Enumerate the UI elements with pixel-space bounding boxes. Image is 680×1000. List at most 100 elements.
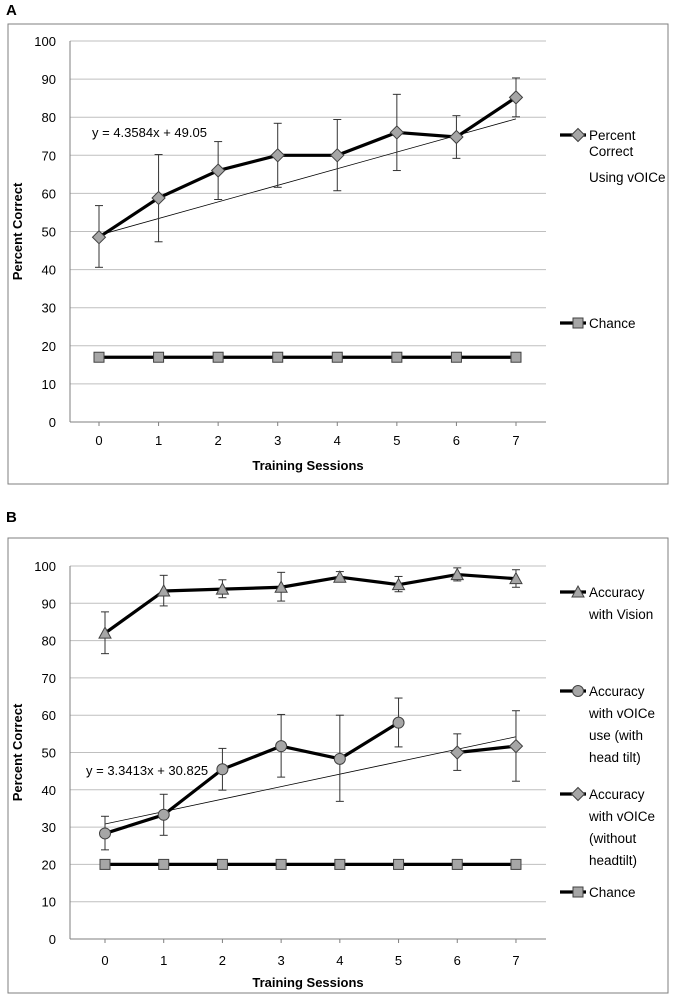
x-tick-label: 5 (393, 433, 400, 448)
legend-label: Chance (589, 316, 636, 331)
legend-label: Correct (589, 144, 634, 159)
data-point-square (272, 351, 284, 363)
legend-marker (572, 886, 584, 898)
panel-label-a: A (6, 2, 17, 19)
x-axis-title: Training Sessions (252, 975, 363, 990)
legend-entry: Accuracy with vOICe use (with head tilt) (560, 684, 655, 765)
series-line (104, 572, 517, 635)
legend-marker (572, 685, 584, 697)
legend-marker (572, 317, 584, 329)
trendline (104, 736, 517, 825)
data-point-square (93, 351, 105, 363)
data-point-triangle (156, 583, 171, 597)
legend-marker (571, 584, 585, 598)
data-point-circle (216, 763, 229, 776)
x-tick-label: 6 (454, 953, 461, 968)
y-tick-label: 80 (42, 634, 56, 649)
series-chance (93, 351, 522, 363)
data-point-diamond (508, 90, 524, 105)
data-point-square (212, 351, 224, 363)
legend-marker (570, 127, 586, 143)
legend-entry: Accuracy with vOICe (without headtilt) (560, 786, 655, 868)
y-tick-label: 90 (42, 72, 56, 87)
series-accuracy-with-vision (98, 567, 523, 655)
legend-entry: Accuracy with Vision (560, 584, 653, 622)
data-point-square (391, 351, 403, 363)
series-line (457, 744, 517, 755)
legend-label: with Vision (588, 607, 653, 622)
data-point-square (510, 351, 522, 363)
series-chance (99, 858, 522, 870)
legend-label: Accuracy (589, 787, 645, 802)
data-point-circle (392, 716, 405, 729)
x-tick-label: 0 (95, 433, 102, 448)
data-point-triangle (98, 626, 112, 639)
trendline-equation: y = 3.3413x + 30.825 (86, 763, 208, 778)
legend-label: headtilt) (589, 853, 637, 868)
legend-marker (570, 786, 586, 802)
panel-b-chart: 0 10 20 30 40 50 60 70 80 90 100 0 1 2 3 4 5 6 7 Training S… (7, 537, 669, 994)
x-tick-label: 3 (274, 433, 281, 448)
x-tick-label: 2 (215, 433, 222, 448)
y-tick-label: 100 (34, 34, 56, 49)
data-point-square (275, 858, 287, 870)
y-tick-label: 60 (42, 708, 56, 723)
data-point-circle (333, 752, 346, 765)
x-tick-label: 3 (278, 953, 285, 968)
data-point-triangle (450, 567, 465, 581)
data-point-square (451, 858, 463, 870)
x-tick-label: 0 (101, 953, 108, 968)
data-point-square (99, 858, 111, 870)
x-tick-label: 1 (160, 953, 167, 968)
x-tick-label: 5 (395, 953, 402, 968)
legend-entry: Chance (560, 316, 636, 331)
x-axis-title: Training Sessions (252, 458, 363, 473)
data-point-diamond (449, 129, 464, 145)
data-point-triangle (391, 577, 406, 591)
y-tick-label: 80 (42, 110, 56, 125)
data-point-triangle (509, 571, 523, 585)
y-tick-label: 10 (42, 895, 56, 910)
series-accuracy-with-voice-use-with-head-tilt (99, 697, 405, 851)
legend-label: (without (589, 831, 637, 846)
series-percent-correct-using-voice (91, 77, 524, 268)
legend-label: Chance (589, 885, 636, 900)
data-point-square (450, 351, 462, 363)
legend-label: Using vOICe (589, 170, 666, 185)
data-point-diamond (210, 163, 226, 178)
data-point-diamond (389, 125, 405, 140)
y-tick-label: 30 (42, 820, 56, 835)
series-line (104, 721, 400, 835)
data-point-triangle (274, 580, 288, 593)
legend-label: use (with (589, 728, 643, 743)
y-tick-label: 40 (42, 263, 56, 278)
y-tick-label: 30 (42, 301, 56, 316)
panel-a-frame (7, 23, 669, 485)
x-tick-label: 7 (512, 953, 519, 968)
data-point-diamond (270, 148, 285, 163)
series-line (98, 96, 517, 239)
panel-b-frame (7, 537, 669, 994)
y-tick-label: 10 (42, 377, 56, 392)
y-tick-label: 100 (34, 559, 56, 574)
legend-entry: Chance (560, 885, 636, 900)
x-tick-label: 7 (512, 433, 519, 448)
x-tick-label: 6 (453, 433, 460, 448)
y-tick-label: 70 (42, 671, 56, 686)
y-axis-title: Percent Correct (10, 703, 25, 801)
legend-label: with vOICe (588, 809, 655, 824)
x-tick-label: 4 (336, 953, 343, 968)
y-tick-label: 0 (49, 415, 56, 430)
data-point-circle (157, 808, 170, 821)
data-point-square (510, 858, 522, 870)
y-tick-label: 0 (49, 932, 56, 947)
data-point-triangle (215, 582, 230, 595)
x-tick-label: 1 (155, 433, 162, 448)
panel-label-b: B (6, 509, 17, 526)
data-point-triangle (332, 570, 347, 583)
series-accuracy-with-voice-without-headtilt (450, 710, 524, 782)
legend-label: with vOICe (588, 706, 655, 721)
trendline-equation: y = 4.3584x + 49.05 (92, 125, 207, 140)
